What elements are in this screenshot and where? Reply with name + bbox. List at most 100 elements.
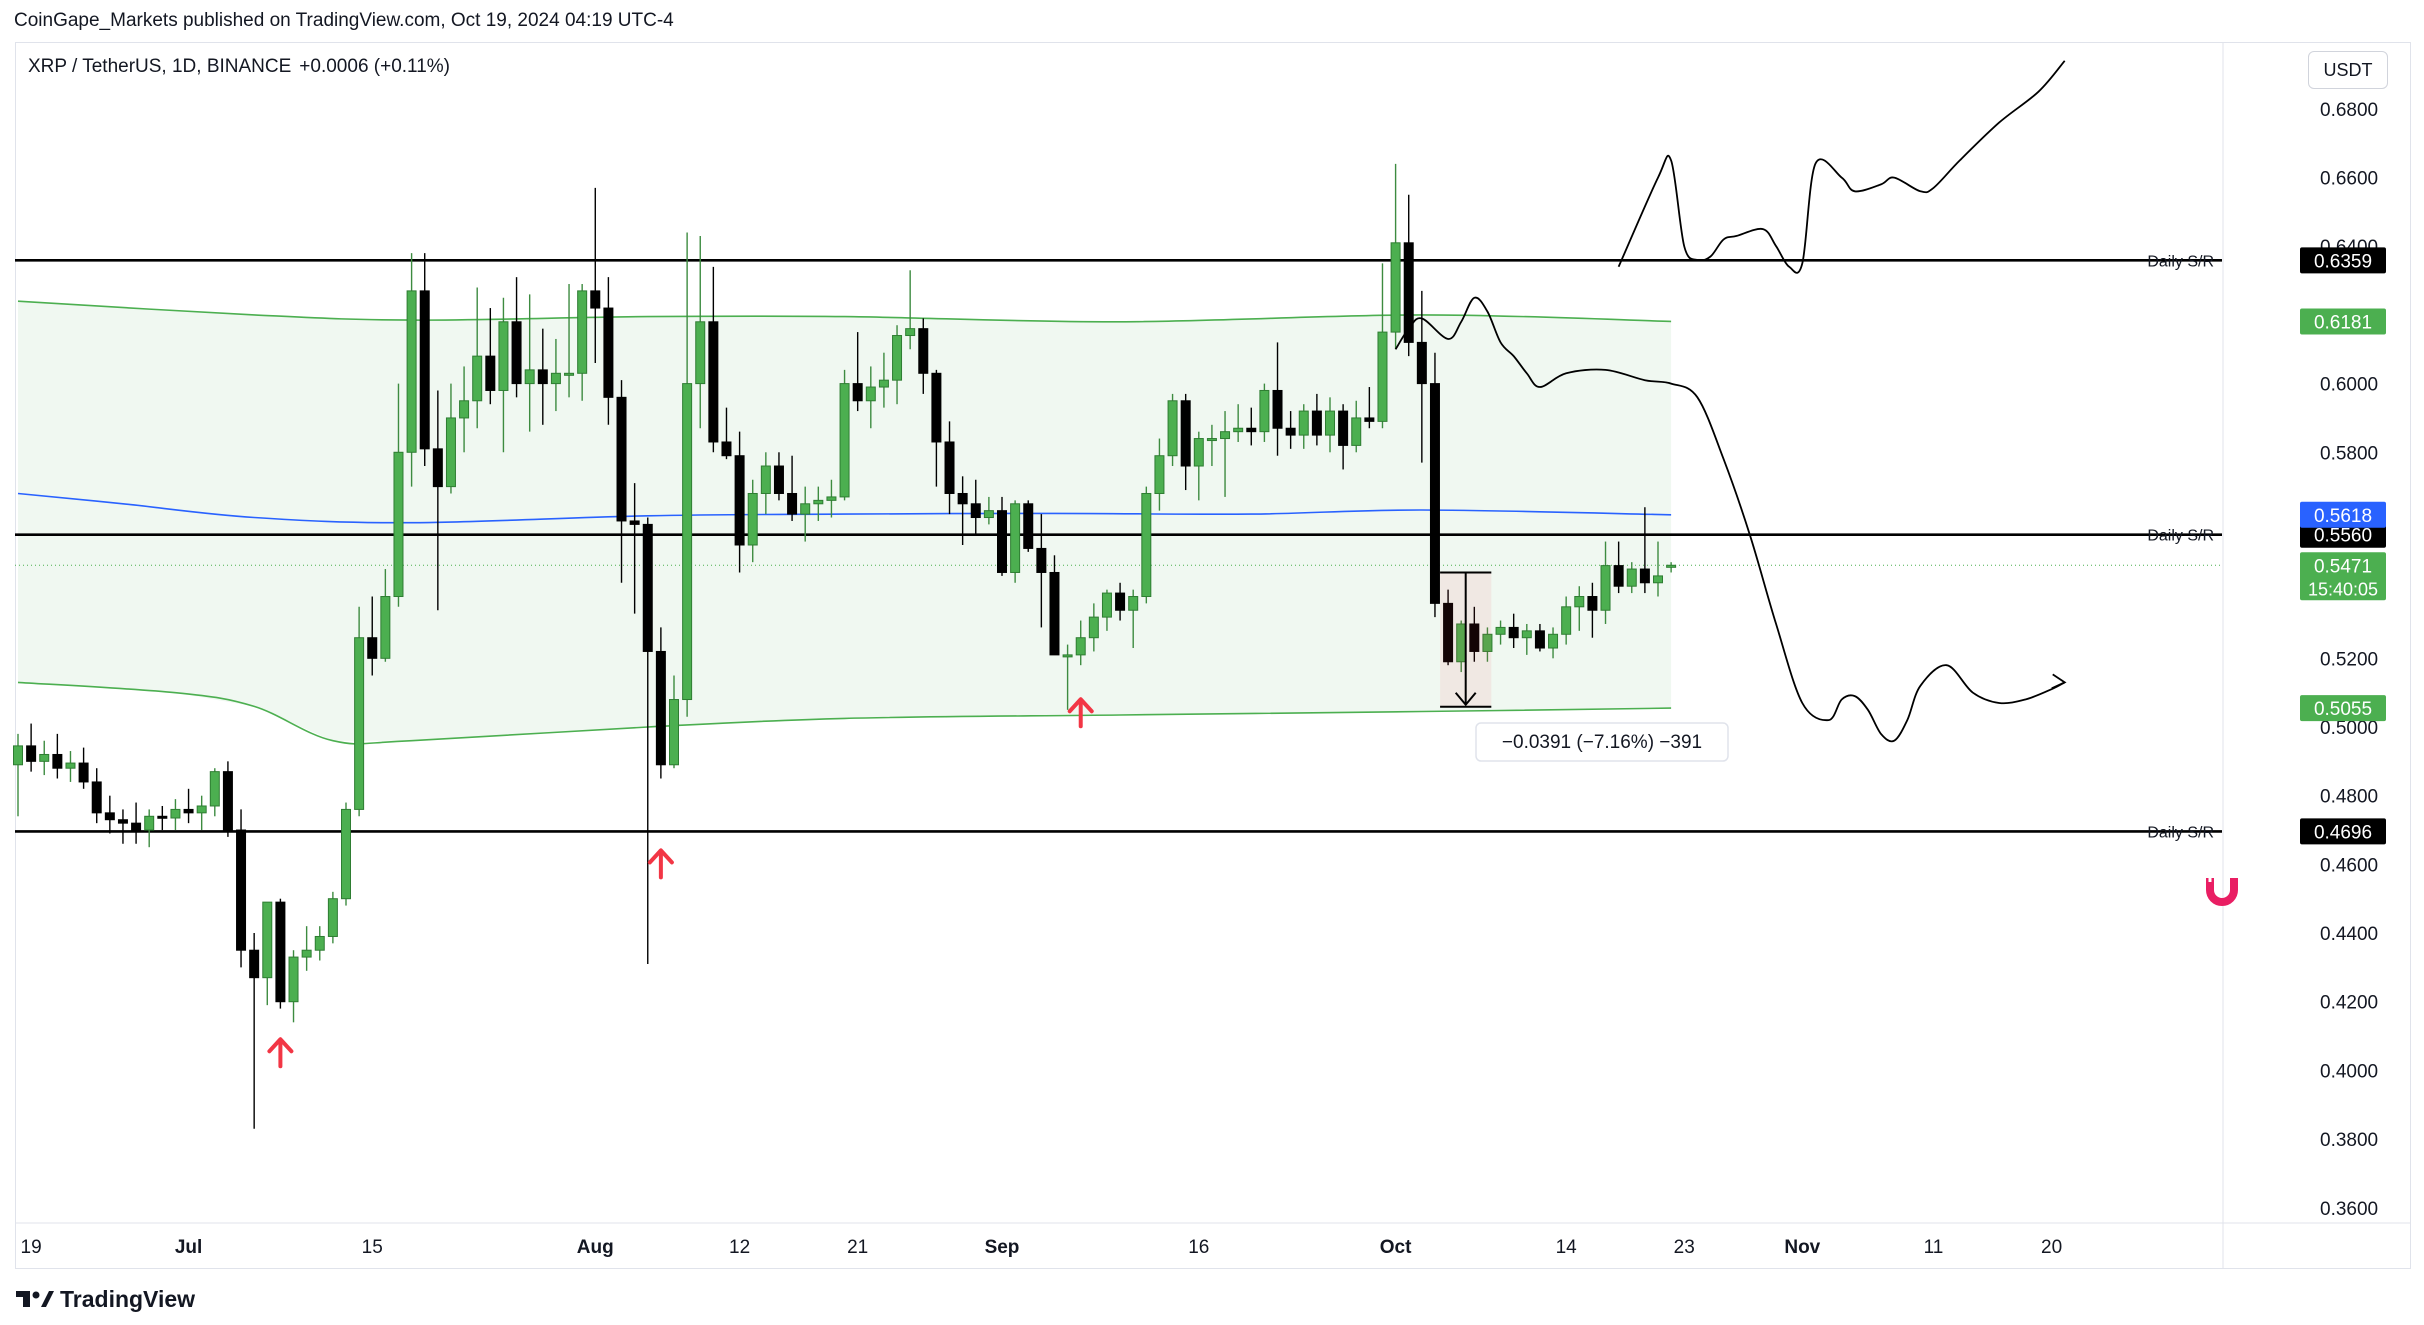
candle [1521,623,1532,655]
candle [1534,623,1545,652]
candle-body [1233,427,1244,433]
projection-upper [1617,60,2066,274]
price-tag-value: 0.6181 [2314,312,2372,333]
y-tick-label: 0.5800 [2320,443,2378,464]
candle [669,675,679,769]
candle-body [1587,596,1598,611]
candle [78,747,89,789]
tradingview-brand: TradingView [60,1285,196,1312]
candle [760,452,771,515]
candle [1613,541,1624,594]
candle [1338,404,1349,470]
candle [550,338,561,412]
candle-body [878,379,889,388]
candle [157,805,168,831]
chart-frame [15,42,2411,1269]
candle [327,891,338,944]
candle-body [734,455,745,546]
drawn-projection [1394,60,2067,743]
candle-body [209,771,220,807]
candle [39,740,50,776]
sr-price-tag: 0.6359 [2300,247,2386,274]
magnet-icon[interactable] [2206,876,2238,906]
symbol-legend[interactable]: XRP / TetherUS, 1D, BINANCE +0.0006 (+0.1… [28,56,450,78]
candle-body [301,949,312,958]
candle-body [1653,575,1663,584]
x-tick-label: 21 [847,1237,868,1258]
candle [852,332,863,412]
candle [1246,407,1257,446]
candle-body [983,510,994,519]
candle [393,383,404,607]
candle [1351,400,1362,453]
candle [1036,514,1047,628]
price-tag-value: 0.6359 [2314,251,2372,272]
candle-body [1403,242,1414,343]
candle-body [52,753,63,769]
candle-body [1023,503,1034,549]
measure-label: −0.0391 (−7.16%) −391 [1502,732,1702,753]
time-axis: 19 Jul 15 Aug 12 21 Sep 16 Oct 14 23 Nov 11 20 [15,1222,2410,1258]
candle [1128,589,1139,649]
candle-body [1534,630,1545,649]
candle-body [905,328,916,337]
price-tag-bg [2300,247,2386,274]
candle [1141,486,1152,604]
candle [1600,541,1611,624]
candle [1206,424,1217,467]
candle-body [1311,410,1322,436]
candle-body [642,523,653,652]
measure-label-box [1475,722,1729,762]
candle-body [170,808,181,819]
candle-body [669,699,679,766]
price-tag-value: 0.5471 [2314,556,2372,577]
candle-body [1521,630,1532,639]
candle [577,284,588,401]
x-tick-label: 11 [1924,1237,1944,1258]
moving-average [17,492,1672,524]
candle [262,901,273,1006]
candle [1377,263,1388,429]
candle-body [997,510,1007,573]
candle-body [406,290,417,453]
arrow-head [267,1037,294,1054]
candle-body [616,396,627,522]
y-tick-label: 0.6800 [2320,100,2378,121]
candle [1666,562,1677,573]
support-up-arrow [647,848,674,880]
band-fill [18,301,1672,741]
candle-body [747,492,758,546]
candle [65,751,76,782]
candle-body [183,808,194,814]
candle [498,297,509,453]
candle-body [1626,568,1637,587]
candle-body [1193,438,1204,467]
candle [655,627,666,779]
candle-body [695,321,706,385]
candlesticks [13,163,1677,1129]
x-tick-label: 15 [362,1237,383,1258]
candle [485,308,496,405]
candle [1298,404,1309,449]
candle-body [944,441,955,494]
candle-body [314,935,325,951]
currency-unit-button[interactable]: USDT [2308,51,2388,89]
sr-level-label: Daily S/R [2147,253,2214,270]
candle [1154,438,1165,511]
candle [91,768,102,824]
candle-body [1639,568,1650,584]
candle [721,407,732,460]
candle-body [380,596,391,659]
candle [1548,627,1559,659]
candle-body [354,637,365,810]
candle-body [341,808,351,900]
candle-body [1508,626,1519,639]
candle [931,369,942,487]
tradingview-footer[interactable]: TradingView [14,1286,195,1312]
candle-body [577,290,588,374]
candle-body [1390,242,1401,333]
support-arrows [267,697,1094,1069]
candle [1639,507,1650,594]
candle-body [787,492,798,515]
